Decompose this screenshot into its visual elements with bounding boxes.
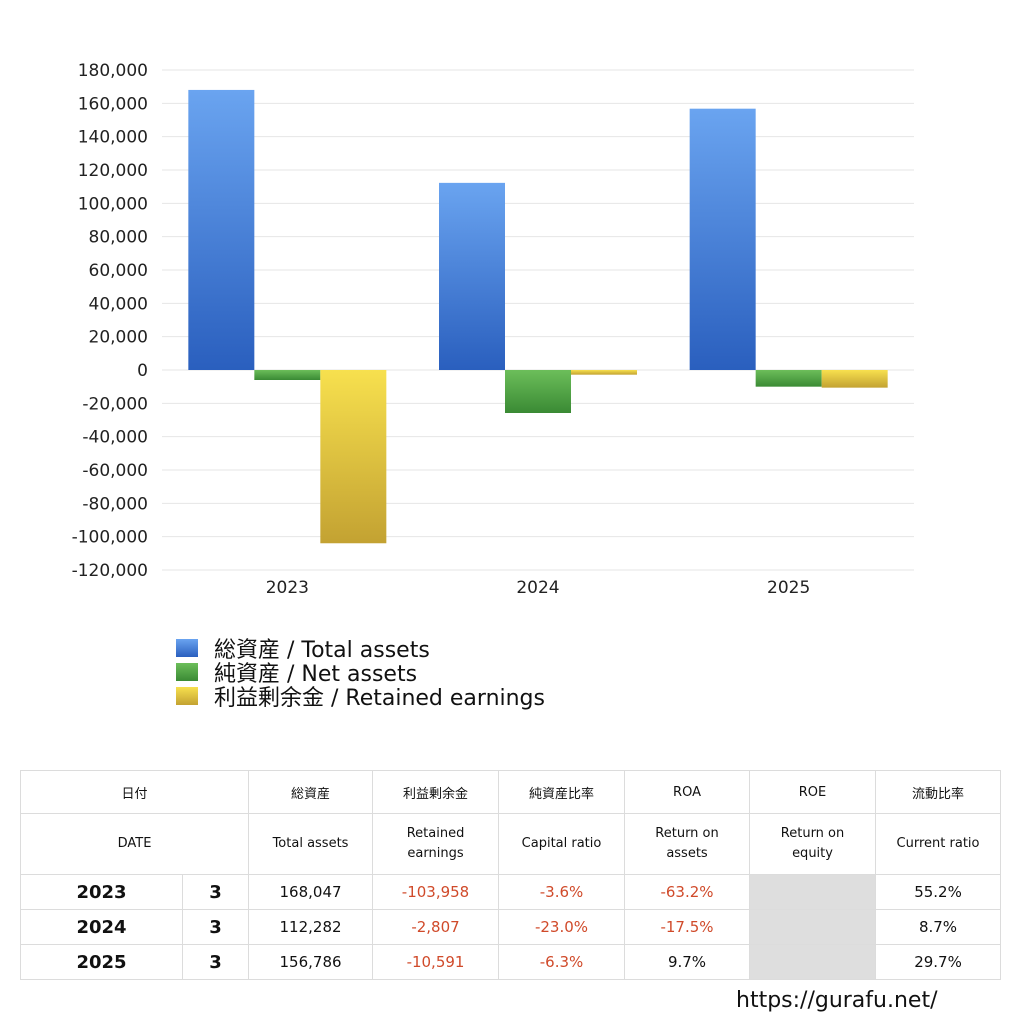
bar-2025-series-0 xyxy=(689,108,756,370)
grid-lines xyxy=(162,69,914,571)
header-retained-en: Retained earnings xyxy=(372,813,500,875)
header-total-assets-en: Total assets xyxy=(248,813,374,875)
table-row: 2024 3 112,282 -2,807 -23.0% -17.5% 8.7% xyxy=(20,909,1002,945)
row-roa: 9.7% xyxy=(624,944,751,980)
legend-item-total-assets: 総資産 / Total assets xyxy=(176,636,545,663)
bar-2025-series-2 xyxy=(821,370,888,388)
row-roa: -63.2% xyxy=(624,874,751,910)
row-retained: -2,807 xyxy=(372,909,500,945)
y-tick-label: -80,000 xyxy=(82,494,148,514)
legend-item-retained-earnings: 利益剰余金 / Retained earnings xyxy=(176,684,545,711)
row-total-assets: 168,047 xyxy=(248,874,374,910)
y-tick-label: -60,000 xyxy=(82,461,148,481)
header-roe-en: Return on equity xyxy=(749,813,877,875)
bar-2023-series-2 xyxy=(320,370,387,544)
x-tick-label: 2024 xyxy=(516,578,559,598)
row-roe xyxy=(749,944,877,980)
y-tick-label: -120,000 xyxy=(72,561,148,581)
row-roe xyxy=(749,909,877,945)
y-tick-label: 140,000 xyxy=(78,128,148,148)
x-tick-label: 2025 xyxy=(767,578,810,598)
header-roe-jp: ROE xyxy=(749,770,877,814)
legend-label-retained-earnings: 利益剰余金 / Retained earnings xyxy=(214,686,545,711)
row-current-ratio: 8.7% xyxy=(875,909,1002,945)
bar-2024-series-1 xyxy=(505,370,571,413)
header-roa-en: Return on assets xyxy=(624,813,751,875)
chart-legend: 総資産 / Total assets 純資産 / Net assets 利益剰余… xyxy=(176,636,545,711)
row-month: 3 xyxy=(181,874,250,910)
financial-table: 日付 総資産 利益剰余金 純資産比率 ROA ROE 流動比率 DATE Tot… xyxy=(19,770,1002,980)
bar-2024-series-2 xyxy=(571,370,637,375)
row-current-ratio: 55.2% xyxy=(875,874,1002,910)
bar-2023-series-1 xyxy=(254,370,321,380)
row-year: 2025 xyxy=(20,944,183,980)
y-tick-label: -20,000 xyxy=(82,394,148,414)
bar-chart: 180,000 160,000 140,000 120,000 100,000 80,00… xyxy=(72,61,914,598)
header-roe-en-line2: equity xyxy=(792,846,833,861)
legend-swatch-net-assets xyxy=(176,663,198,681)
header-current-ratio-en: Current ratio xyxy=(875,813,1002,875)
header-current-ratio-jp: 流動比率 xyxy=(875,770,1002,814)
table-row: 2025 3 156,786 -10,591 -6.3% 9.7% 29.7% xyxy=(20,944,1002,980)
table-row: 2023 3 168,047 -103,958 -3.6% -63.2% 55.… xyxy=(20,874,1002,910)
row-capital-ratio: -23.0% xyxy=(498,909,626,945)
header-roa-jp: ROA xyxy=(624,770,751,814)
y-tick-label: 80,000 xyxy=(89,228,148,248)
row-roe xyxy=(749,874,877,910)
x-tick-label: 2023 xyxy=(266,578,309,598)
row-capital-ratio: -6.3% xyxy=(498,944,626,980)
y-tick-label: -40,000 xyxy=(82,428,148,448)
row-month: 3 xyxy=(181,944,250,980)
row-current-ratio: 29.7% xyxy=(875,944,1002,980)
bars xyxy=(188,89,888,544)
y-tick-label: 160,000 xyxy=(78,94,148,114)
header-capital-ratio-jp: 純資産比率 xyxy=(498,770,626,814)
legend-swatch-total-assets xyxy=(176,639,198,657)
row-month: 3 xyxy=(181,909,250,945)
y-tick-label: -100,000 xyxy=(72,528,148,548)
header-retained-en-line2: earnings xyxy=(407,846,464,861)
row-capital-ratio: -3.6% xyxy=(498,874,626,910)
legend-swatch-retained-earnings xyxy=(176,687,198,705)
y-tick-label: 100,000 xyxy=(78,194,148,214)
header-roa-en-line2: assets xyxy=(666,846,708,861)
legend-item-net-assets: 純資産 / Net assets xyxy=(176,660,545,687)
y-tick-label: 20,000 xyxy=(89,328,148,348)
header-date-jp: 日付 xyxy=(19,770,250,814)
row-total-assets: 112,282 xyxy=(248,909,374,945)
header-total-assets-jp: 総資産 xyxy=(248,770,374,814)
y-tick-label: 120,000 xyxy=(78,161,148,181)
header-roe-en-line1: Return on xyxy=(780,826,845,841)
bar-2025-series-1 xyxy=(755,370,822,387)
header-date-en: DATE xyxy=(19,813,250,875)
table-header-jp: 日付 総資産 利益剰余金 純資産比率 ROA ROE 流動比率 xyxy=(19,770,1002,814)
bar-2023-series-0 xyxy=(188,89,255,371)
header-capital-ratio-en: Capital ratio xyxy=(498,813,626,875)
y-tick-label: 0 xyxy=(137,361,148,381)
header-retained-jp: 利益剰余金 xyxy=(372,770,500,814)
row-roa: -17.5% xyxy=(624,909,751,945)
y-tick-label: 40,000 xyxy=(89,294,148,314)
site-url[interactable]: https://gurafu.net/ xyxy=(736,988,938,1013)
table-header-en: DATE Total assets Retained earnings Capit… xyxy=(19,813,1002,875)
row-total-assets: 156,786 xyxy=(248,944,374,980)
x-axis-ticks: 2023 2024 2025 xyxy=(266,578,811,598)
row-retained: -10,591 xyxy=(372,944,500,980)
bar-2024-series-0 xyxy=(439,182,505,370)
y-tick-label: 60,000 xyxy=(89,261,148,281)
legend-label-net-assets: 純資産 / Net assets xyxy=(214,662,418,687)
row-year: 2023 xyxy=(20,874,183,910)
header-retained-en-line1: Retained xyxy=(406,826,465,841)
legend-label-total-assets: 総資産 / Total assets xyxy=(214,638,430,663)
row-year: 2024 xyxy=(20,909,183,945)
row-retained: -103,958 xyxy=(372,874,500,910)
header-roa-en-line1: Return on xyxy=(655,826,719,841)
y-tick-label: 180,000 xyxy=(78,61,148,81)
y-axis-ticks: 180,000 160,000 140,000 120,000 100,000 80,00… xyxy=(72,61,148,581)
